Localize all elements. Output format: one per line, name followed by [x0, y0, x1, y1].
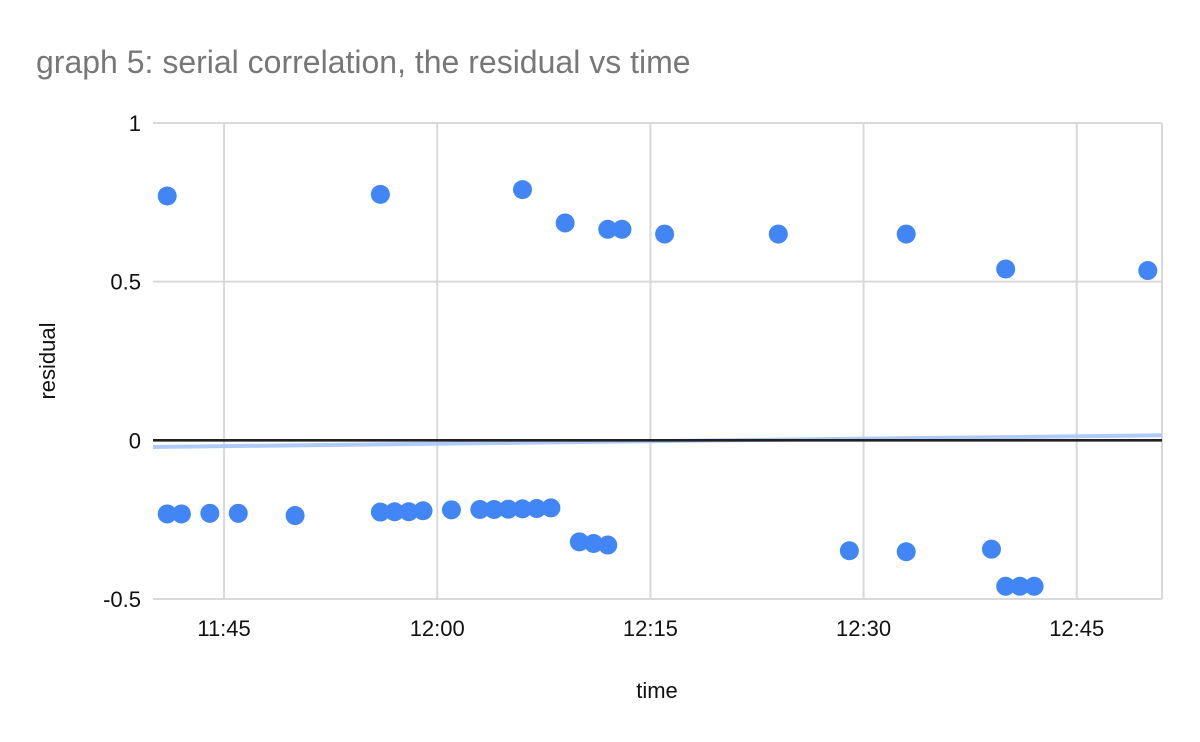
chart-title: graph 5: serial correlation, the residua…	[36, 44, 691, 80]
data-point	[228, 503, 248, 523]
data-point	[981, 539, 1001, 559]
data-point	[441, 500, 461, 520]
data-point	[370, 184, 390, 204]
x-tick-label: 12:15	[623, 616, 678, 641]
y-tick-label: -0.5	[103, 587, 141, 612]
data-point	[1024, 576, 1044, 596]
x-tick-label: 12:45	[1049, 616, 1104, 641]
data-point	[1138, 261, 1158, 281]
data-point	[171, 504, 191, 524]
data-point	[598, 535, 618, 555]
data-point	[839, 541, 859, 561]
data-point	[996, 576, 1016, 596]
data-point	[157, 504, 177, 524]
data-point	[200, 503, 220, 523]
data-point	[385, 502, 405, 522]
y-tick-label: 0.5	[110, 270, 141, 295]
y-tick-label: 0	[129, 428, 141, 453]
data-point	[896, 224, 916, 244]
data-point	[285, 506, 305, 526]
data-point	[527, 499, 547, 519]
data-point	[370, 502, 390, 522]
data-point	[598, 219, 618, 239]
data-point	[1010, 576, 1030, 596]
x-tick-label: 12:00	[410, 616, 465, 641]
x-tick-label: 12:30	[836, 616, 891, 641]
data-point	[569, 532, 589, 552]
x-tick-label: 11:45	[197, 616, 250, 641]
x-axis-title: time	[636, 678, 678, 703]
data-point	[157, 186, 177, 206]
data-point	[655, 224, 675, 244]
data-point	[996, 259, 1016, 279]
data-point	[541, 498, 561, 518]
data-point	[498, 499, 518, 519]
data-point	[896, 542, 916, 562]
data-point	[512, 499, 532, 519]
data-point	[555, 213, 575, 233]
data-point	[470, 500, 490, 520]
data-point	[399, 502, 419, 522]
data-point	[413, 501, 433, 521]
data-point	[512, 180, 532, 200]
data-point	[768, 224, 788, 244]
data-point	[584, 533, 604, 553]
data-point	[612, 219, 632, 239]
y-tick-label: 1	[129, 111, 141, 136]
data-point	[484, 500, 504, 520]
